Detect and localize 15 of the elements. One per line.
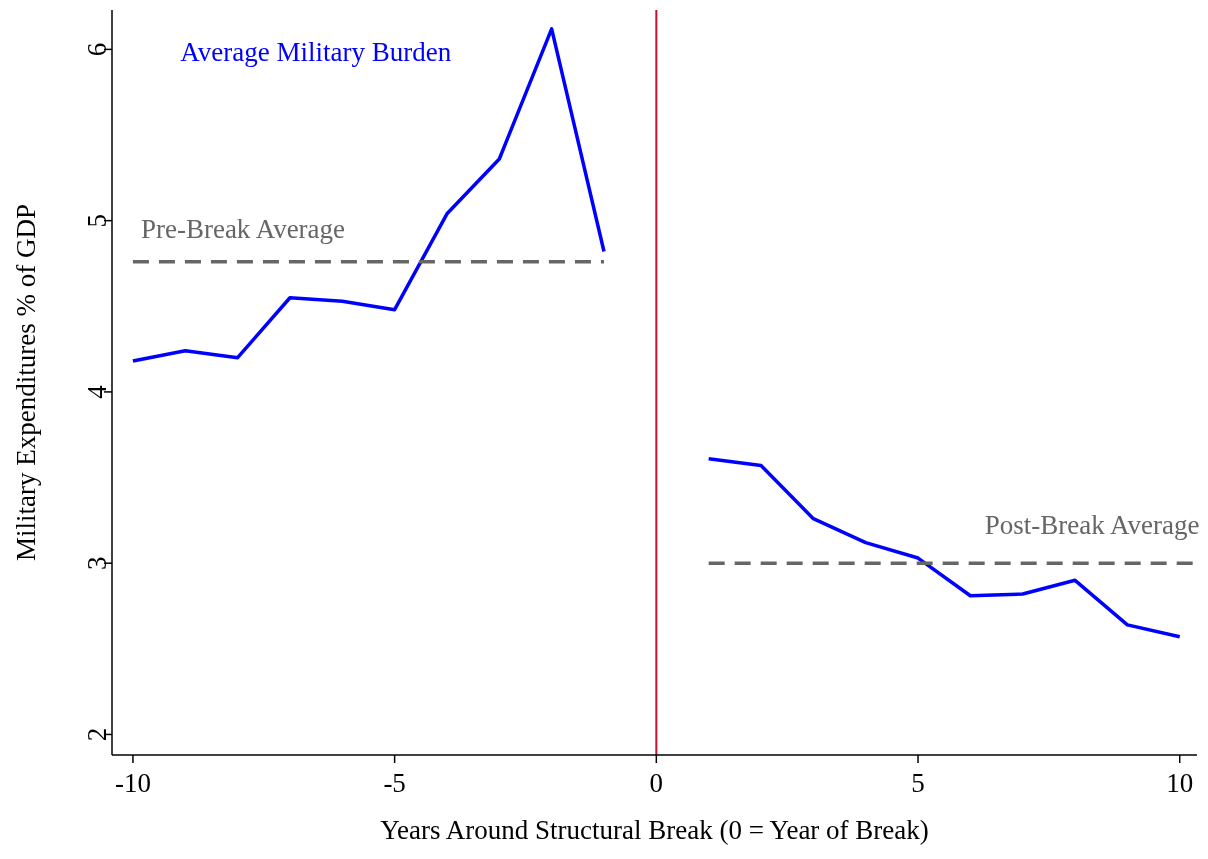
x-axis-title: Years Around Structural Break (0 = Year of Break) bbox=[380, 815, 929, 845]
y-tick-label: 4 bbox=[82, 384, 112, 399]
x-tick-label: -10 bbox=[114, 768, 151, 798]
y-tick-label: 5 bbox=[82, 213, 112, 228]
x-tick-label: -5 bbox=[383, 768, 406, 798]
x-tick-label: 0 bbox=[649, 768, 664, 798]
y-axis-title: Military Expenditures % of GDP bbox=[11, 204, 41, 561]
y-tick-label: 2 bbox=[82, 727, 112, 742]
series-label: Post-Break Average bbox=[984, 510, 1200, 541]
series-label: Pre-Break Average bbox=[140, 213, 346, 244]
text: Average Military Burden bbox=[180, 36, 452, 67]
y-tick-label: 3 bbox=[82, 556, 112, 570]
x-tick-label: 5 bbox=[911, 768, 925, 798]
x-tick-label: 10 bbox=[1166, 768, 1194, 798]
y-tick-label: 6 bbox=[82, 42, 112, 57]
